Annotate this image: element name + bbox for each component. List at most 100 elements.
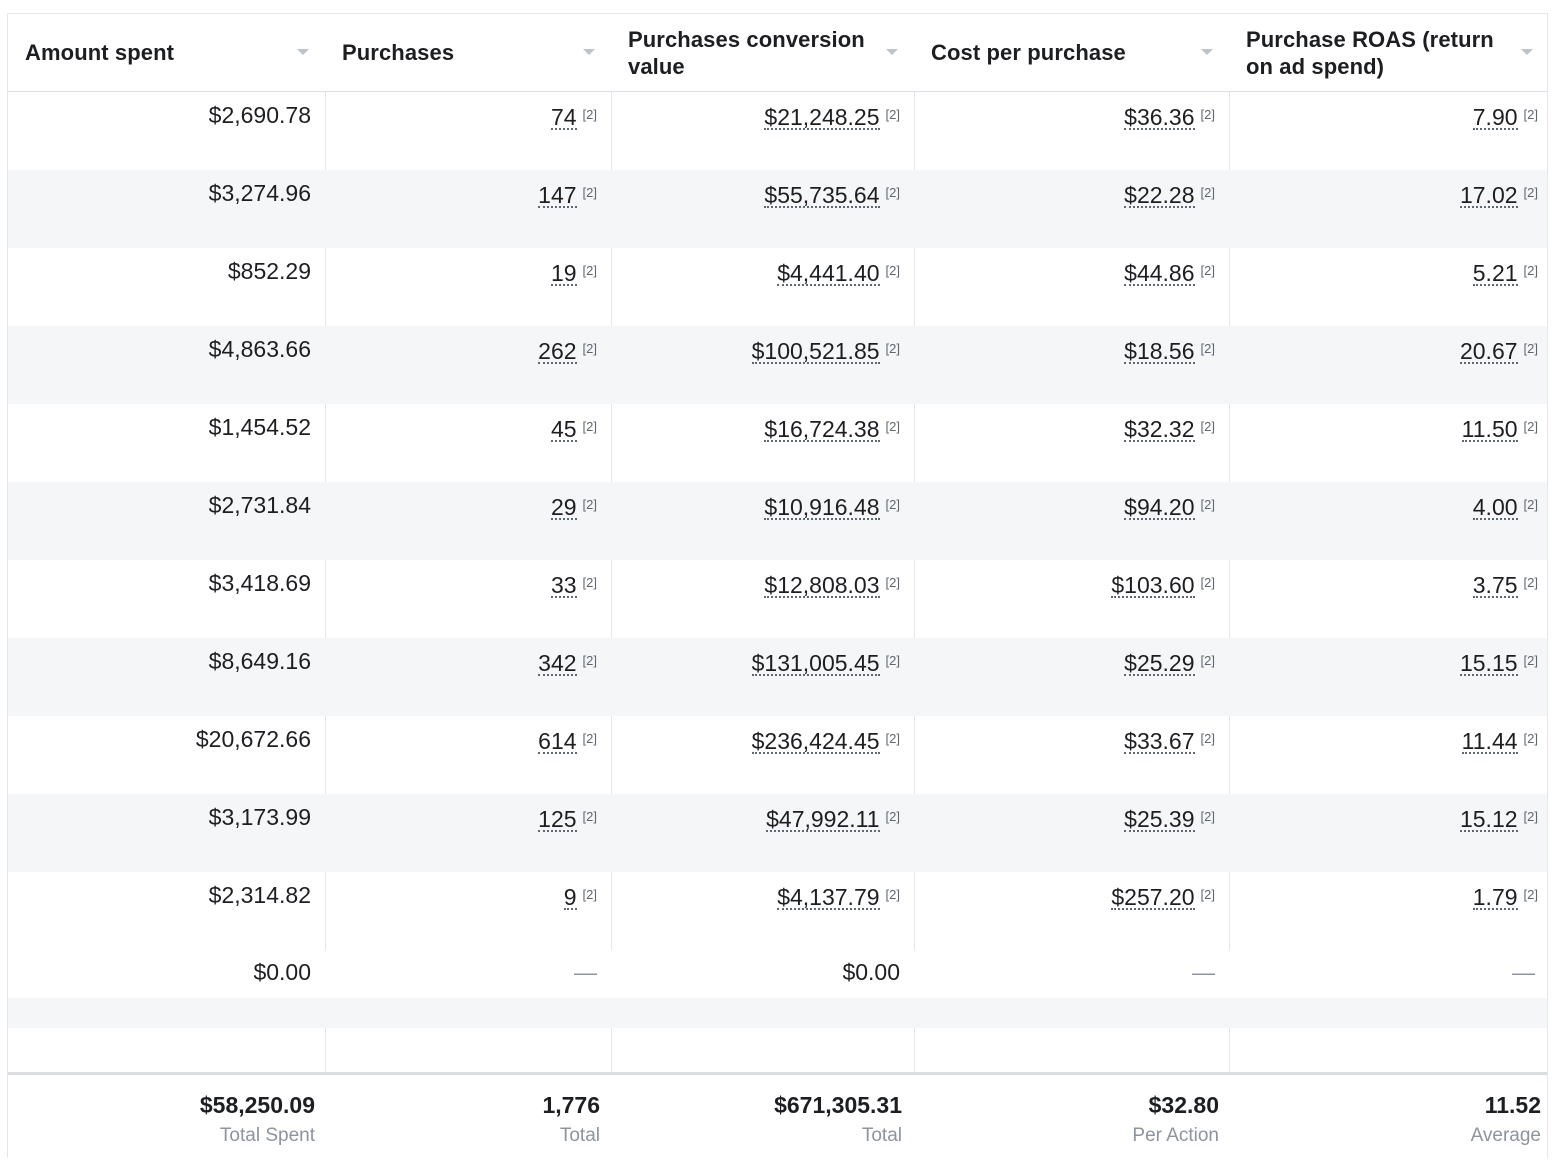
footnote-marker: [2]: [582, 731, 597, 746]
purchases-value[interactable]: 342: [538, 650, 577, 676]
roas-value[interactable]: 7.90: [1472, 104, 1518, 130]
amount-spent-cell: $20,672.66: [8, 716, 325, 794]
roas-cell: 15.12 [2]: [1229, 794, 1549, 872]
roas-value[interactable]: 1.79: [1472, 884, 1518, 910]
purchases-value[interactable]: 45: [550, 416, 577, 442]
roas-cell: 15.15 [2]: [1229, 638, 1549, 716]
column-header-cost-per-purchase[interactable]: Cost per purchase: [914, 14, 1229, 91]
purchases-value[interactable]: 74: [550, 104, 577, 130]
footnote-marker: [2]: [1200, 887, 1215, 902]
cost-per-purchase-value[interactable]: $103.60: [1111, 572, 1195, 598]
total-conversion-value: $671,305.31 Total: [611, 1075, 914, 1159]
amount-spent-value: $3,274.96: [208, 180, 311, 206]
total-amount-spent: $58,250.09 Total Spent: [8, 1075, 325, 1159]
purchases-cell: —: [325, 950, 611, 998]
roas-value[interactable]: 15.12: [1459, 806, 1518, 832]
footnote-marker: [2]: [1523, 107, 1538, 122]
purchases-cell: 262 [2]: [325, 326, 611, 404]
cost-per-purchase-value[interactable]: $36.36: [1124, 104, 1195, 130]
cost-per-purchase-value[interactable]: $32.32: [1124, 416, 1195, 442]
amount-spent-cell: $3,274.96: [8, 170, 325, 248]
roas-cell: 20.67 [2]: [1229, 326, 1549, 404]
conversion-value-value[interactable]: $47,992.11: [766, 806, 880, 832]
roas-value[interactable]: 15.15: [1459, 650, 1518, 676]
roas-value[interactable]: 17.02: [1459, 182, 1518, 208]
footnote-marker: [2]: [1523, 653, 1538, 668]
column-divider: [914, 14, 915, 1158]
amount-spent-cell: $1,454.52: [8, 404, 325, 482]
sort-caret-icon[interactable]: [886, 49, 898, 55]
cost-per-purchase-value[interactable]: $25.39: [1124, 806, 1195, 832]
purchases-value[interactable]: 262: [538, 338, 577, 364]
conversion-value-value[interactable]: $100,521.85: [751, 338, 880, 364]
footnote-marker: [2]: [885, 341, 900, 356]
footnote-marker: [2]: [582, 575, 597, 590]
footnote-marker: [2]: [1200, 419, 1215, 434]
cost-per-purchase-value[interactable]: $18.56: [1124, 338, 1195, 364]
conversion-value-value[interactable]: $55,735.64: [764, 182, 880, 208]
amount-spent-cell: $2,731.84: [8, 482, 325, 560]
purchases-value[interactable]: 9: [563, 884, 577, 910]
column-header-purchases[interactable]: Purchases: [325, 14, 611, 91]
sort-caret-icon[interactable]: [583, 49, 595, 55]
cost-per-purchase-value[interactable]: $22.28: [1124, 182, 1195, 208]
footnote-marker: [2]: [885, 419, 900, 434]
table-row: $2,690.78 74 [2] $21,248.25 [2] $36.36 [2] 7.90…: [8, 92, 1547, 170]
total-cost-per-purchase: $32.80 Per Action: [914, 1075, 1229, 1159]
amount-spent-cell: $0.00: [8, 950, 325, 998]
purchases-value[interactable]: 125: [538, 806, 577, 832]
table-row: $2,731.84 29 [2] $10,916.48 [2] $94.20 [2] 4.00…: [8, 482, 1547, 560]
cost-per-purchase-value[interactable]: $44.86: [1124, 260, 1195, 286]
conversion-value-cell: $16,724.38 [2]: [611, 404, 914, 482]
column-header-purchases-conversion-value[interactable]: Purchases conversion value: [611, 14, 914, 91]
column-header-purchase-roas[interactable]: Purchase ROAS (return on ad spend): [1229, 14, 1549, 91]
roas-value[interactable]: 11.50: [1461, 416, 1518, 442]
total-value: 1,776: [542, 1092, 600, 1118]
conversion-value-value[interactable]: $4,441.40: [777, 260, 880, 286]
total-label: Total Spent: [219, 1125, 315, 1146]
cost-per-purchase-value[interactable]: $94.20: [1124, 494, 1195, 520]
purchases-value[interactable]: 33: [550, 572, 577, 598]
footnote-marker: [2]: [1200, 263, 1215, 278]
purchases-value[interactable]: 147: [538, 182, 577, 208]
conversion-value-value[interactable]: $4,137.79: [777, 884, 880, 910]
roas-cell: 17.02 [2]: [1229, 170, 1549, 248]
column-header-amount-spent[interactable]: Amount spent: [8, 14, 325, 91]
purchases-value[interactable]: 19: [550, 260, 577, 286]
conversion-value-value[interactable]: $21,248.25: [764, 104, 880, 130]
conversion-value-value[interactable]: $131,005.45: [751, 650, 880, 676]
cost-per-purchase-value[interactable]: $33.67: [1124, 728, 1195, 754]
purchases-value[interactable]: 29: [550, 494, 577, 520]
conversion-value-value[interactable]: $16,724.38: [764, 416, 880, 442]
amount-spent-cell: $3,173.99: [8, 794, 325, 872]
total-value: $58,250.09: [199, 1092, 315, 1118]
cost-per-purchase-value[interactable]: $25.29: [1124, 650, 1195, 676]
purchases-value[interactable]: 614: [538, 728, 577, 754]
conversion-value-cell: $47,992.11 [2]: [611, 794, 914, 872]
conversion-value-value[interactable]: $10,916.48: [764, 494, 880, 520]
roas-value[interactable]: 20.67: [1459, 338, 1518, 364]
roas-value[interactable]: 3.75: [1472, 572, 1518, 598]
total-purchases: 1,776 Total: [325, 1075, 611, 1159]
cost-per-purchase-cell: $44.86 [2]: [914, 248, 1229, 326]
roas-value[interactable]: 5.21: [1472, 260, 1518, 286]
footnote-marker: [2]: [582, 653, 597, 668]
roas-value[interactable]: 4.00: [1472, 494, 1518, 520]
conversion-value-value[interactable]: $236,424.45: [751, 728, 880, 754]
footnote-marker: [2]: [1523, 887, 1538, 902]
amount-spent-cell: $3,418.69: [8, 560, 325, 638]
roas-value[interactable]: 11.44: [1461, 728, 1518, 754]
sort-caret-icon[interactable]: [1201, 49, 1213, 55]
footnote-marker: [2]: [1523, 263, 1538, 278]
sort-caret-icon[interactable]: [297, 49, 309, 55]
empty-dash: —: [1192, 959, 1215, 985]
conversion-value-cell: $236,424.45 [2]: [611, 716, 914, 794]
cost-per-purchase-cell: $32.32 [2]: [914, 404, 1229, 482]
cost-per-purchase-value[interactable]: $257.20: [1111, 884, 1195, 910]
footnote-marker: [2]: [1523, 575, 1538, 590]
column-divider: [611, 14, 612, 1158]
sort-caret-icon[interactable]: [1521, 49, 1533, 55]
footnote-marker: [2]: [885, 731, 900, 746]
conversion-value-value[interactable]: $12,808.03: [764, 572, 880, 598]
conversion-value-cell: $12,808.03 [2]: [611, 560, 914, 638]
